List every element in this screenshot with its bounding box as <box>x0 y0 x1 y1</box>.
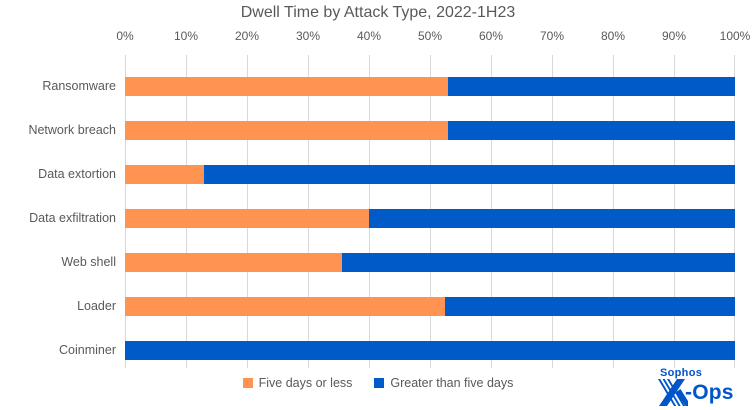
bar-segment <box>125 252 342 272</box>
x-axis-tick: 90% <box>661 29 687 43</box>
legend-swatch-icon <box>374 378 385 388</box>
bar-row <box>125 108 735 152</box>
bar-rows <box>125 64 735 372</box>
x-axis-tick: 60% <box>478 29 504 43</box>
stacked-bar <box>125 120 735 140</box>
stacked-bar <box>125 208 735 228</box>
stacked-bar <box>125 252 735 272</box>
category-label: Coinminer <box>59 343 116 357</box>
x-axis-tick: 20% <box>234 29 260 43</box>
bar-row <box>125 152 735 196</box>
legend-label: Greater than five days <box>390 376 514 390</box>
bar-row <box>125 196 735 240</box>
bar-segment <box>204 164 735 184</box>
bar-row <box>125 64 735 108</box>
category-axis: Ransomware Network breach Data extortion Da… <box>0 64 116 372</box>
stacked-bar <box>125 296 735 316</box>
chart-title: Dwell Time by Attack Type, 2022-1H23 <box>240 4 516 21</box>
legend-label: Five days or less <box>258 376 353 390</box>
bar-segment <box>448 120 735 140</box>
x-axis-tick: 70% <box>539 29 565 43</box>
category-label: Loader <box>77 299 116 313</box>
bar-segment <box>125 76 449 96</box>
x-axis-tick: 80% <box>600 29 626 43</box>
bar-row <box>125 240 735 284</box>
x-axis-tick: 30% <box>295 29 321 43</box>
bar-segment <box>125 164 205 184</box>
category-label: Network breach <box>28 123 116 137</box>
bar-segment <box>125 208 369 228</box>
x-axis-ticks: 0% 10% 20% 30% 40% 50% 60% 70% 80% 90% 100% <box>116 29 750 45</box>
category-label: Web shell <box>61 255 116 269</box>
bar-segment <box>448 76 735 96</box>
stacked-bar <box>125 164 735 184</box>
stacked-bar <box>125 76 735 96</box>
category-label: Ransomware <box>42 79 116 93</box>
logo-ops-text: -Ops <box>685 381 734 404</box>
x-glyph-icon <box>658 379 688 406</box>
bar-segment <box>369 208 735 228</box>
x-axis-tick: 40% <box>356 29 382 43</box>
category-label: Data extortion <box>38 167 116 181</box>
bar-row <box>125 328 735 372</box>
x-axis-tick: 50% <box>417 29 443 43</box>
bar-segment <box>125 296 446 316</box>
bar-segment <box>125 120 449 140</box>
logo-brand-text: Sophos <box>660 367 703 379</box>
x-axis-tick: 100% <box>719 29 751 43</box>
bar-row <box>125 284 735 328</box>
legend-swatch-icon <box>242 378 253 388</box>
legend-item: Greater than five days <box>374 376 513 390</box>
sophos-xops-logo: Sophos -Ops <box>656 368 746 406</box>
bar-segment <box>341 252 735 272</box>
x-axis-tick: 10% <box>173 29 199 43</box>
bar-segment <box>125 340 735 360</box>
category-label: Data exfiltration <box>29 211 116 225</box>
bar-segment <box>445 296 735 316</box>
stacked-bar <box>125 340 735 360</box>
legend-item: Five days or less <box>242 376 353 390</box>
legend: Five days or less Greater than five days <box>0 376 756 390</box>
x-axis-tick: 0% <box>116 29 134 43</box>
